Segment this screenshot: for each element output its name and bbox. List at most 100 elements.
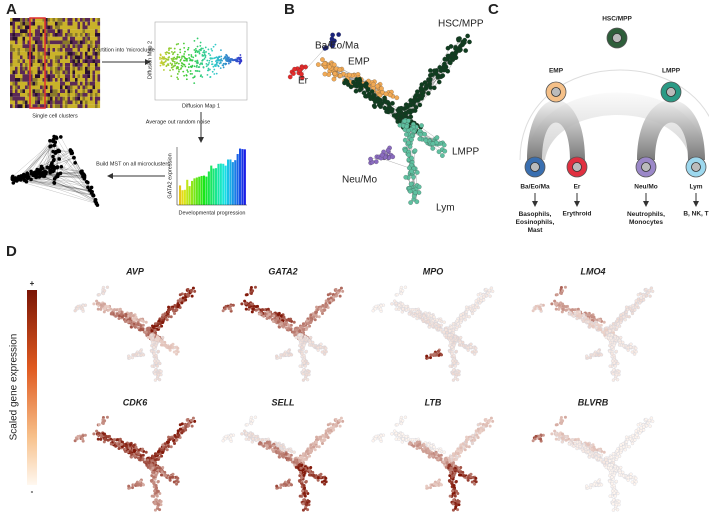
mst-node: [52, 177, 57, 181]
node-core: [551, 87, 561, 97]
fate-label: B, NK, T: [683, 211, 708, 218]
cell: [287, 324, 291, 328]
cell: [470, 311, 475, 316]
heat-cell: [30, 85, 33, 90]
heat-cell: [85, 51, 88, 56]
heat-cell: [10, 66, 13, 71]
heat-cell: [95, 55, 98, 60]
heat-cell: [55, 21, 58, 26]
cell: [415, 316, 419, 321]
cell: [402, 111, 408, 116]
heat-cell: [92, 59, 96, 64]
heat-cell: [47, 36, 51, 41]
axis-label: Diffusion Map 2: [147, 41, 153, 79]
cell: [147, 331, 151, 335]
heat-cell: [52, 21, 56, 26]
heat-cell: [72, 70, 76, 75]
heat-cell: [75, 63, 78, 67]
cell: [332, 38, 337, 44]
cell: [379, 86, 384, 91]
cell: [394, 113, 400, 118]
dm-point: [237, 56, 240, 59]
heat-cell: [82, 74, 86, 79]
cell: [103, 432, 107, 436]
cell: [315, 445, 319, 449]
heat-cell: [97, 100, 101, 105]
cell: [96, 301, 100, 305]
cell: [623, 318, 627, 322]
heat-cell: [15, 66, 18, 71]
dm-point: [195, 49, 198, 52]
heat-cell: [55, 33, 58, 37]
heat-cell: [10, 74, 13, 79]
mst-edge: [53, 151, 72, 160]
heat-cell: [92, 33, 96, 37]
heat-cell: [20, 63, 23, 67]
panel-a: A Single cell clusters Partition into 'm…: [6, 1, 248, 216]
heat-cell: [67, 40, 71, 45]
cell: [152, 359, 157, 363]
heat-cell: [87, 33, 91, 37]
heat-cell: [72, 78, 76, 82]
heat-cell: [42, 74, 46, 79]
heat-cell: [75, 18, 78, 22]
cell: [187, 294, 191, 298]
heat-cell: [15, 48, 18, 52]
cell: [317, 445, 321, 449]
cell: [134, 445, 138, 449]
heat-cell: [57, 59, 61, 64]
heat-cell: [47, 33, 51, 37]
heat-cell: [20, 66, 23, 71]
cell: [326, 293, 330, 297]
heat-cell: [32, 59, 36, 64]
heat-cell: [82, 93, 86, 97]
mst-node: [69, 151, 74, 156]
heat-cell: [90, 21, 93, 26]
heat-cell: [17, 55, 21, 60]
dm-point: [167, 56, 170, 59]
heat-cell: [95, 29, 98, 34]
cell: [363, 93, 368, 99]
heat-cell: [65, 55, 68, 60]
gene-name: CDK6: [123, 397, 148, 407]
cell: [301, 452, 305, 456]
heat-cell: [35, 85, 38, 90]
heat-cell: [20, 104, 23, 109]
heat-cell: [55, 59, 58, 64]
cell: [453, 55, 459, 60]
cell: [328, 431, 332, 435]
heat-cell: [67, 33, 71, 37]
heat-cell: [75, 29, 78, 34]
cell: [587, 313, 591, 317]
heat-cell: [77, 81, 81, 86]
cell: [615, 319, 619, 323]
dm-point: [217, 58, 219, 61]
heat-cell: [60, 25, 63, 30]
gene-name: LMO4: [580, 266, 605, 276]
cell: [106, 305, 110, 309]
cell: [557, 303, 561, 307]
heat-cell: [70, 89, 73, 94]
heat-cell: [52, 100, 56, 105]
heat-cell: [10, 33, 13, 37]
dm-point: [194, 55, 197, 57]
cell: [189, 418, 193, 422]
heat-cell: [60, 55, 63, 60]
bar: [241, 149, 244, 205]
mst-node: [48, 138, 52, 143]
cell: [138, 479, 142, 483]
dm-point: [177, 78, 179, 80]
cell: [176, 429, 180, 433]
heat-cell: [15, 55, 18, 60]
heat-cell: [40, 96, 43, 101]
cell: [175, 352, 179, 356]
heat-cell: [65, 89, 68, 94]
cell: [247, 307, 251, 311]
node-label: HSC/MPP: [602, 16, 632, 23]
heat-cell: [65, 48, 68, 52]
heat-cell: [32, 74, 36, 79]
heat-cell: [40, 70, 43, 75]
cell: [251, 307, 255, 311]
heat-cell: [30, 48, 33, 52]
heat-cell: [12, 93, 16, 97]
